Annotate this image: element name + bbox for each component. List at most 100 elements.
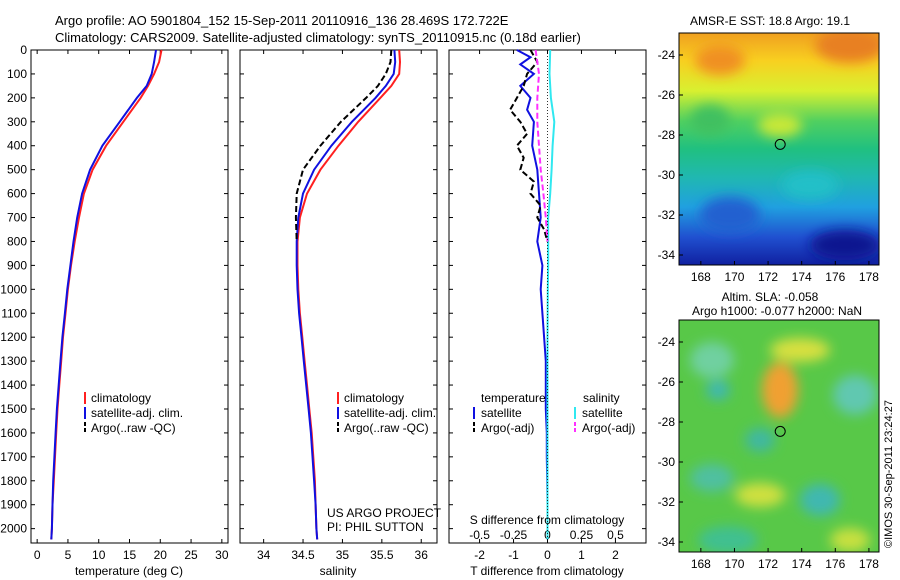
- sla-low-patch: [690, 464, 734, 492]
- depth-tick-label: 900: [7, 258, 27, 272]
- sst-map-frame: [678, 32, 880, 266]
- map-x-tick-label: 168: [691, 557, 711, 571]
- legend-header-temperature: temperature: [481, 391, 546, 405]
- series-blue: [295, 49, 397, 540]
- x-tick-label: 35: [336, 548, 350, 562]
- top-tick-label: 0.5: [607, 528, 624, 542]
- map-x-tick-label: 174: [792, 270, 812, 284]
- sla-map-title: Altim. SLA: -0.058: [722, 290, 819, 304]
- sla-texture: [690, 338, 877, 552]
- sla-high-patch: [762, 362, 798, 418]
- map-y-tick-label: -24: [658, 48, 676, 62]
- difference-legend: temperature salinity satellite Argo(-adj…: [473, 391, 635, 435]
- x-tick-label: 2: [612, 548, 619, 562]
- temperature-series: [50, 49, 163, 540]
- map-x-tick-label: 178: [859, 557, 879, 571]
- sst-heatmap: [679, 33, 879, 265]
- sla-map-frame: [678, 319, 880, 553]
- x-tick-label: -2: [474, 548, 485, 562]
- depth-tick-label: 700: [7, 211, 27, 225]
- depth-tick-label: 400: [7, 139, 27, 153]
- depth-tick-label: 1300: [0, 354, 27, 368]
- depth-tick-label: 1700: [0, 450, 27, 464]
- map-y-tick-label: -32: [658, 495, 676, 509]
- header-line2: Climatology: CARS2009. Satellite-adjuste…: [55, 30, 581, 45]
- depth-tick-label: 1800: [0, 474, 27, 488]
- legend-text-t-satellite: satellite: [481, 406, 522, 420]
- legend-text-argo: Argo(..raw -QC): [91, 421, 176, 435]
- x-tick-label: 34: [257, 548, 271, 562]
- sst-axes: 168 170 172 174 176 178 -24 -26 -28 -30 -32 -34: [658, 48, 880, 284]
- depth-tick-label: 1200: [0, 330, 27, 344]
- sst-cool-patch: [810, 230, 879, 260]
- series-blue: [516, 49, 549, 540]
- depth-tick-label: 500: [7, 163, 27, 177]
- legend-text-s-argo: Argo(-adj): [582, 421, 635, 435]
- argo-position-marker: [774, 425, 786, 437]
- legend-text-satellite: satellite-adj. clim.: [91, 406, 183, 420]
- salinity-axes: [239, 49, 438, 544]
- x-tick-label: 20: [154, 548, 168, 562]
- depth-tick-label: 800: [7, 234, 27, 248]
- series-magenta: [534, 49, 549, 242]
- depth-tick-label: 1100: [1, 306, 27, 320]
- series-cyan: [546, 49, 556, 540]
- depth-tick-label: 2000: [0, 522, 27, 536]
- top-tick-label: 0.25: [570, 528, 594, 542]
- x-tick-label: 1: [578, 548, 585, 562]
- map-x-tick-label: 170: [724, 557, 744, 571]
- legend-header-salinity: salinity: [583, 391, 620, 405]
- sla-heatmap: [679, 320, 879, 552]
- legend-text-argo: Argo(..raw -QC): [344, 421, 429, 435]
- difference-x-axis: -2 -1 0 1 2-0.5 -0.25 0 0.25 0.5: [469, 50, 624, 562]
- depth-tick-label: 1900: [0, 498, 27, 512]
- sst-cool-patch: [700, 197, 760, 233]
- sla-high-patch: [830, 528, 870, 552]
- salinity-x-axis: 34 34.5 35 35.5 36: [257, 50, 428, 562]
- x-tick-label: 0: [34, 548, 41, 562]
- sla-low-patch: [706, 380, 730, 400]
- difference-xlabel-bottom: T difference from climatology: [470, 564, 624, 578]
- map-y-tick-label: -28: [658, 415, 676, 429]
- temperature-xlabel: temperature (deg C): [75, 564, 183, 578]
- map-y-tick-label: -34: [658, 248, 676, 262]
- series-blue: [50, 49, 157, 540]
- x-tick-label: 10: [92, 548, 106, 562]
- sst-warm-patch: [758, 113, 802, 137]
- map-x-tick-label: 168: [691, 270, 711, 284]
- legend-text-t-argo: Argo(-adj): [481, 421, 534, 435]
- sst-cool-patch: [690, 105, 730, 135]
- depth-axis: 0 100 200 300 400 500 600 700 800 900 1000 1100 1200…: [0, 43, 646, 536]
- temperature-legend: climatology satellite-adj. clim. Argo(..…: [84, 391, 183, 435]
- sla-low-patch: [833, 375, 877, 415]
- map-y-tick-label: -30: [658, 168, 676, 182]
- x-tick-label: 36: [415, 548, 429, 562]
- depth-tick-label: 200: [7, 91, 27, 105]
- argo-position-marker: [774, 138, 786, 150]
- sst-texture: [690, 33, 879, 260]
- salinity-series: [294, 49, 402, 540]
- imos-timestamp: ©IMOS 30-Sep-2011 23:24:27: [883, 400, 895, 548]
- x-tick-label: 35.5: [370, 548, 394, 562]
- map-x-tick-label: 172: [758, 557, 778, 571]
- legend-text-satellite: satellite-adj. clim.: [344, 406, 436, 420]
- legend-text-climatology: climatology: [344, 391, 404, 405]
- map-x-tick-label: 178: [859, 270, 879, 284]
- map-y-tick-label: -24: [658, 335, 676, 349]
- depth-tick-label: 100: [7, 67, 27, 81]
- x-tick-label: 15: [123, 548, 137, 562]
- sst-map-title: AMSR-E SST: 18.8 Argo: 19.1: [690, 14, 850, 28]
- map-y-tick-label: -32: [658, 208, 676, 222]
- difference-series: [508, 49, 556, 540]
- depth-tick-label: 1000: [0, 282, 27, 296]
- series-red: [50, 49, 163, 540]
- depth-tick-label: 0: [20, 43, 27, 57]
- series-black: [508, 49, 549, 242]
- map-x-tick-label: 176: [825, 557, 845, 571]
- depth-tick-label: 300: [7, 115, 27, 129]
- legend-text-s-satellite: satellite: [582, 406, 623, 420]
- map-x-tick-label: 170: [724, 270, 744, 284]
- x-tick-label: 30: [215, 548, 229, 562]
- series-black: [294, 49, 393, 242]
